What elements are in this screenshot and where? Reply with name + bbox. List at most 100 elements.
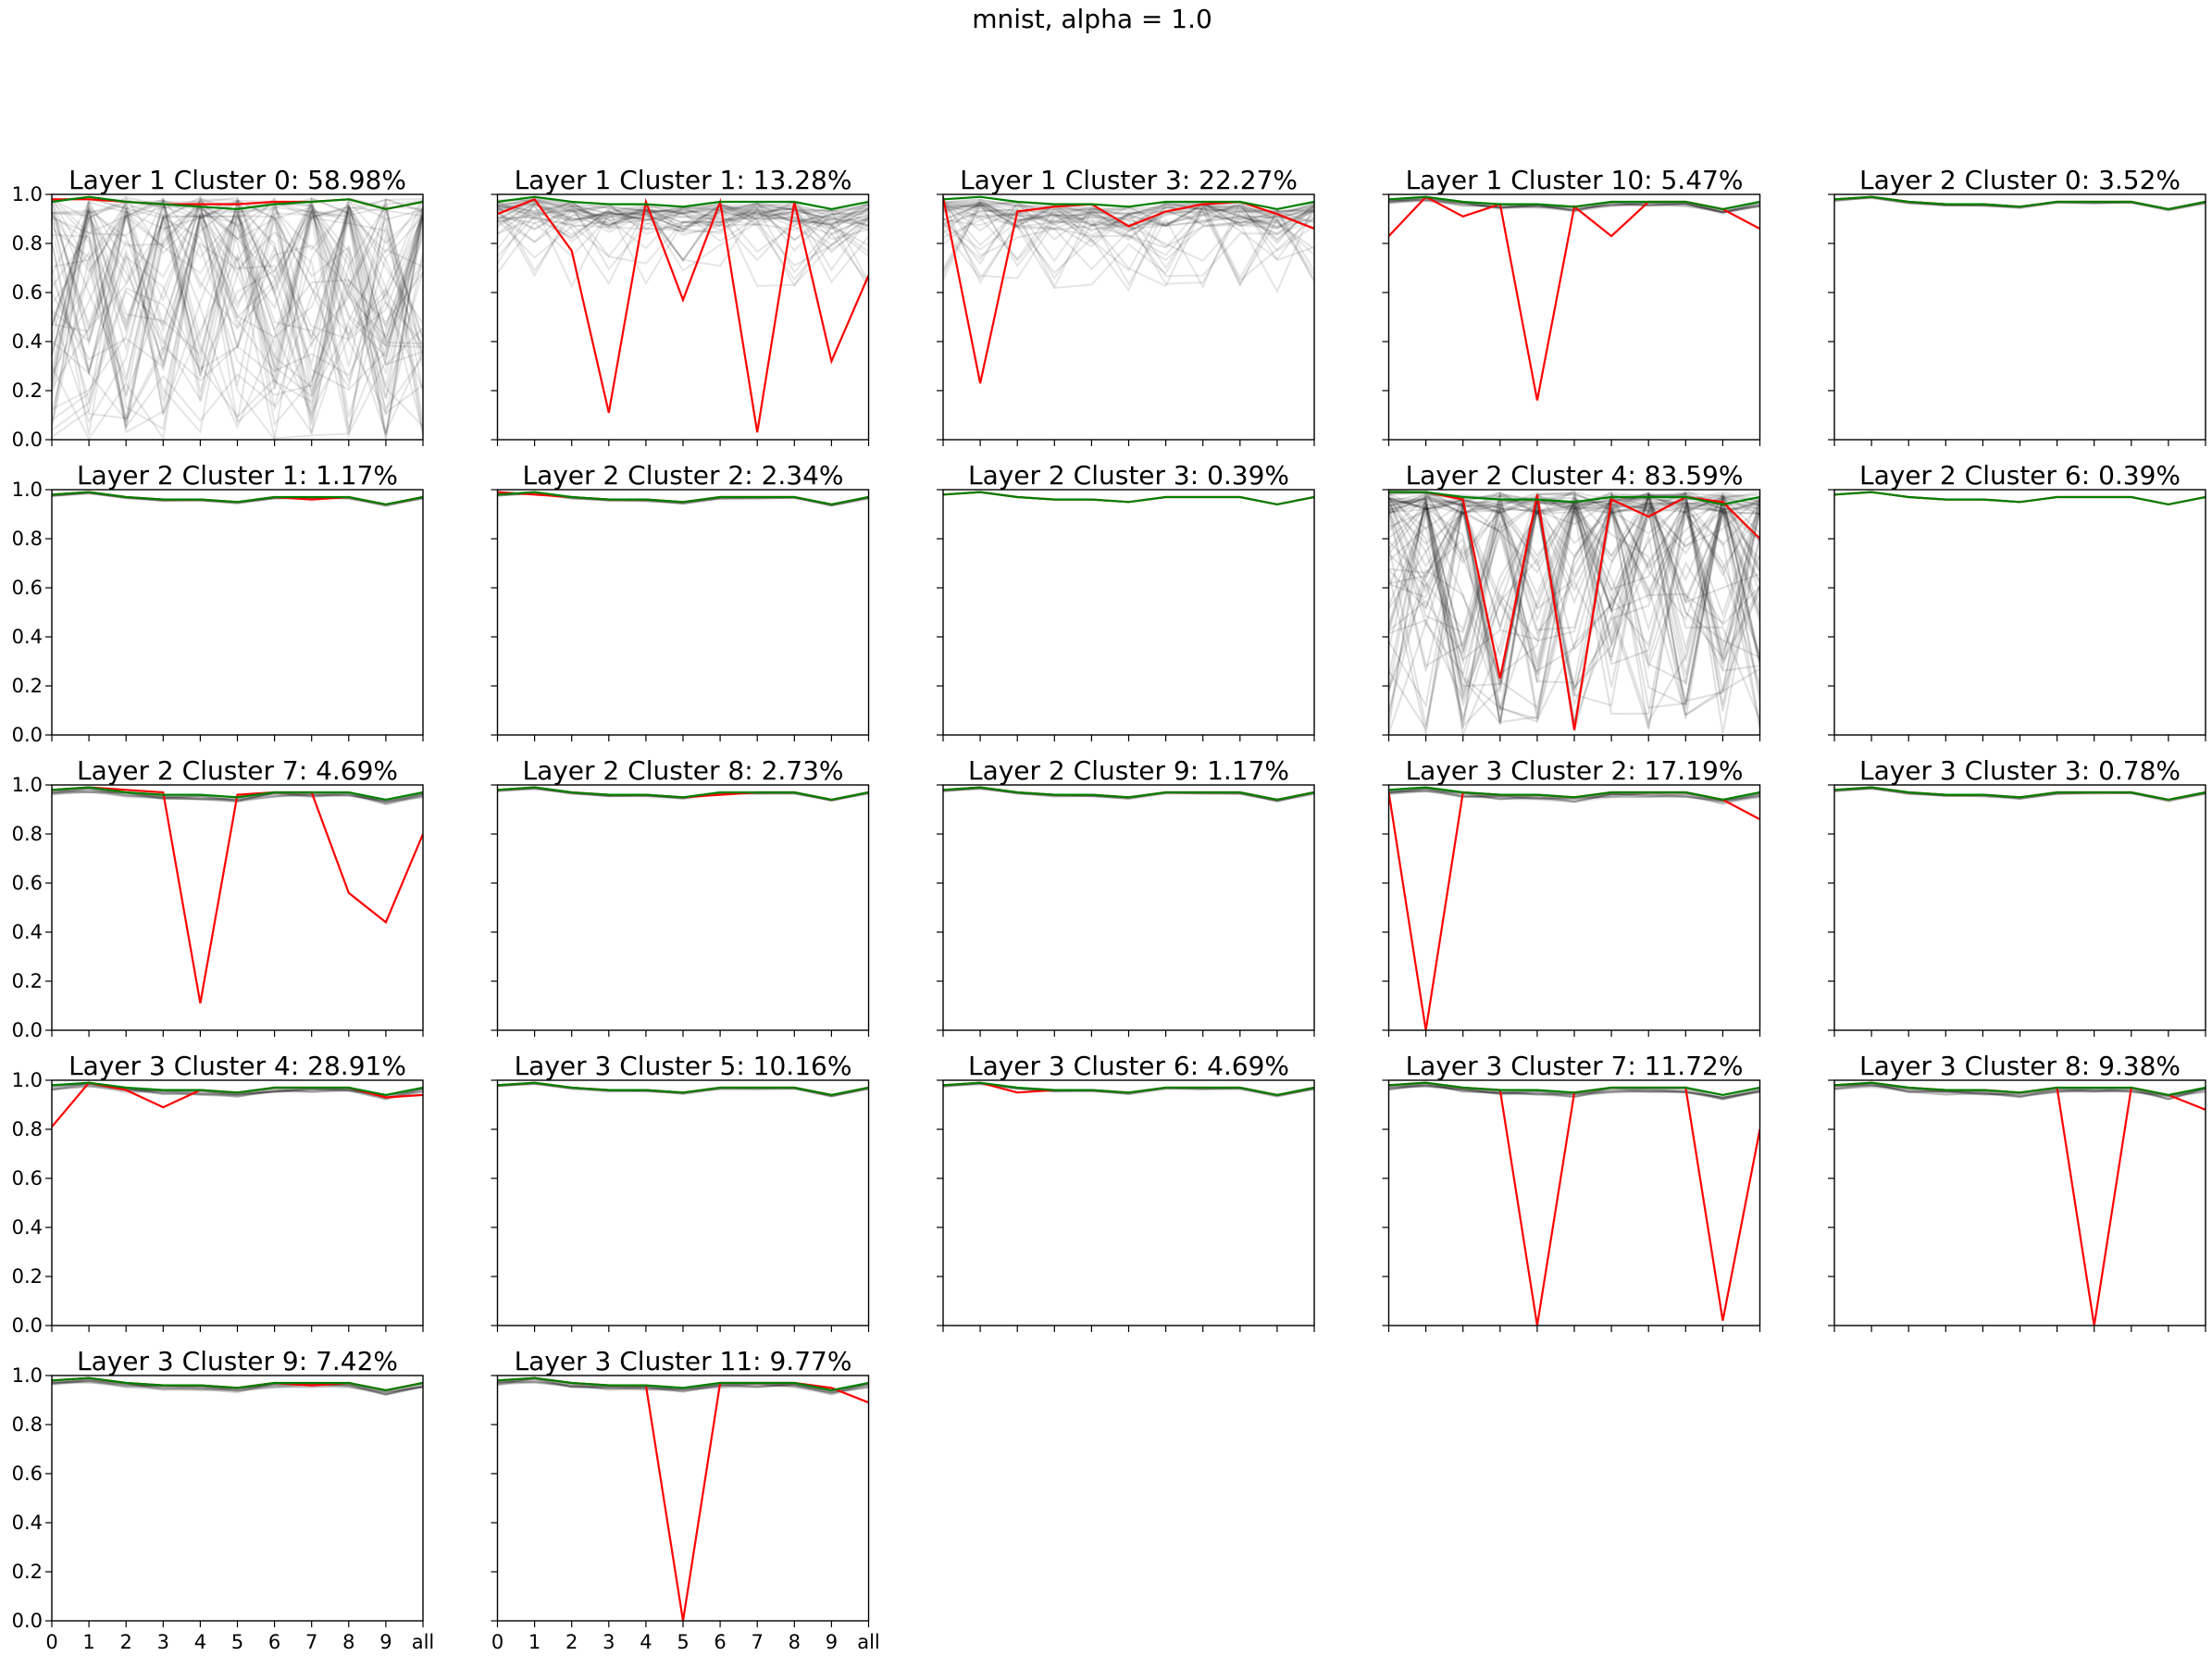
subplot-title: Layer 3 Cluster 7: 11.72% xyxy=(1406,1051,1744,1081)
background-line xyxy=(1388,498,1760,686)
background-line xyxy=(52,210,423,438)
subplot-7: Layer 2 Cluster 3: 0.39% xyxy=(937,460,1315,741)
y-tick-label: 0.8 xyxy=(12,823,43,845)
background-line xyxy=(943,204,1314,253)
reference-line xyxy=(1388,195,1760,211)
background-line xyxy=(943,199,1314,271)
background-line xyxy=(52,197,423,425)
x-tick-label: 5 xyxy=(231,1631,243,1653)
background-line xyxy=(1834,1083,2206,1099)
background-line xyxy=(52,791,423,803)
background-line xyxy=(1388,494,1760,723)
background-line xyxy=(1388,492,1760,735)
background-line xyxy=(1388,495,1760,670)
background-line xyxy=(1388,491,1760,734)
x-tick-label: 5 xyxy=(677,1631,689,1653)
background-line xyxy=(52,1378,423,1396)
subplot-18: Layer 3 Cluster 7: 11.72% xyxy=(1382,1051,1761,1332)
background-line xyxy=(497,197,869,262)
subplot-2: Layer 1 Cluster 3: 22.27% xyxy=(937,165,1315,446)
background-line xyxy=(497,200,869,241)
x-tick-label: 9 xyxy=(826,1631,838,1653)
background-line xyxy=(943,205,1314,249)
background-line xyxy=(1388,495,1760,713)
subplot-lines xyxy=(52,1081,423,1128)
subplot-title: Layer 3 Cluster 3: 0.78% xyxy=(1859,755,2181,786)
subplot-title: Layer 2 Cluster 4: 83.59% xyxy=(1406,460,1744,491)
background-line xyxy=(497,201,869,231)
background-line xyxy=(52,197,423,439)
background-line xyxy=(497,203,869,235)
background-line xyxy=(52,205,423,341)
background-line xyxy=(943,203,1314,290)
background-line xyxy=(52,199,423,411)
background-line xyxy=(1388,787,1760,805)
background-line xyxy=(1388,492,1760,648)
background-line xyxy=(497,1379,869,1395)
background-line xyxy=(943,209,1314,251)
background-line xyxy=(497,209,869,243)
reference-line xyxy=(497,1376,869,1392)
y-tick-label: 0.0 xyxy=(12,1610,43,1632)
axes-frame xyxy=(1387,193,1761,441)
subplot-title: Layer 3 Cluster 2: 17.19% xyxy=(1406,755,1744,786)
background-line xyxy=(1388,492,1760,688)
background-line xyxy=(52,1379,423,1396)
subplot-lines xyxy=(1388,488,1760,737)
background-line xyxy=(497,199,869,284)
background-line xyxy=(52,789,423,803)
background-line xyxy=(1834,1084,2206,1101)
axes-frame xyxy=(1833,1079,2206,1326)
background-line xyxy=(497,1377,869,1393)
background-line xyxy=(943,200,1314,293)
background-line xyxy=(1388,497,1760,677)
background-line xyxy=(1834,1084,2206,1097)
x-tick-label: all xyxy=(412,1631,435,1653)
reference-line xyxy=(497,491,869,506)
background-line xyxy=(497,201,869,235)
background-line xyxy=(1388,496,1760,724)
y-tick-label: 1.0 xyxy=(12,1364,43,1387)
background-line xyxy=(497,1381,869,1393)
background-line xyxy=(52,200,423,411)
highlight-line xyxy=(1388,1081,1760,1326)
background-line xyxy=(1388,788,1760,804)
x-tick-label: all xyxy=(857,1631,880,1653)
background-line xyxy=(52,212,423,390)
subplot-9: Layer 2 Cluster 6: 0.39% xyxy=(1828,460,2206,741)
background-line xyxy=(1388,492,1760,631)
background-line xyxy=(52,196,423,428)
background-line xyxy=(943,204,1314,294)
y-tick-label: 0.4 xyxy=(12,1216,43,1239)
background-line xyxy=(1388,497,1760,710)
subplot-lines xyxy=(1388,786,1760,1031)
background-line xyxy=(52,1379,423,1396)
x-tick-label: 7 xyxy=(752,1631,764,1653)
background-line xyxy=(497,205,869,254)
subplot-8: Layer 2 Cluster 4: 83.59% xyxy=(1382,460,1761,741)
y-tick-label: 0.2 xyxy=(12,1265,43,1288)
background-line xyxy=(52,791,423,805)
y-tick-label: 0.2 xyxy=(12,970,43,992)
background-line xyxy=(52,1085,423,1100)
subplot-title: Layer 2 Cluster 0: 3.52% xyxy=(1859,165,2181,195)
background-line xyxy=(1388,494,1760,716)
background-line xyxy=(497,207,869,258)
background-line xyxy=(1388,492,1760,712)
background-line xyxy=(497,1380,869,1394)
subplot-lines xyxy=(497,786,869,803)
background-line xyxy=(1388,493,1760,724)
background-line xyxy=(943,204,1314,278)
y-tick-label: 0.0 xyxy=(12,1314,43,1337)
reference-line xyxy=(943,1081,1314,1097)
background-line xyxy=(1388,504,1760,703)
highlight-line xyxy=(1388,791,1760,1031)
background-line xyxy=(1388,497,1760,726)
axes-frame xyxy=(496,489,870,736)
x-tick-label: 3 xyxy=(157,1631,169,1653)
y-tick-label: 0.0 xyxy=(12,1019,43,1041)
subplot-title: Layer 2 Cluster 6: 0.39% xyxy=(1859,460,2181,491)
background-line xyxy=(52,202,423,436)
axes-frame xyxy=(1833,193,2206,441)
